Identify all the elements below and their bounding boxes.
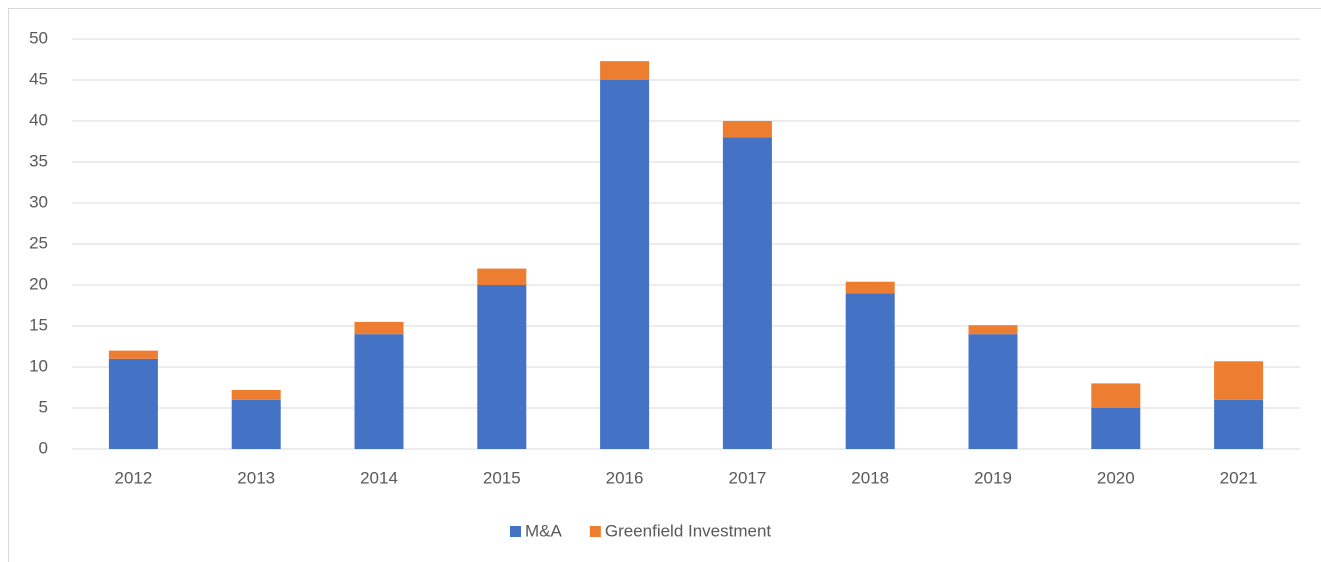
bar-segment bbox=[1091, 383, 1141, 408]
bar-segment bbox=[231, 399, 281, 449]
bar-segment bbox=[477, 268, 527, 285]
bar-segment bbox=[722, 137, 772, 449]
y-tick-label: 40 bbox=[29, 110, 48, 129]
y-tick-label: 35 bbox=[29, 151, 48, 170]
bar-segment bbox=[845, 293, 895, 449]
legend-label: Greenfield Investment bbox=[605, 521, 772, 540]
x-tick-label: 2014 bbox=[360, 468, 398, 487]
y-tick-label: 20 bbox=[29, 274, 48, 293]
chart-border bbox=[8, 8, 1321, 562]
bar-segment bbox=[968, 334, 1018, 449]
y-tick-label: 45 bbox=[29, 69, 48, 88]
x-tick-label: 2015 bbox=[483, 468, 521, 487]
legend-label: M&A bbox=[525, 521, 563, 540]
y-tick-label: 15 bbox=[29, 315, 48, 334]
bar-segment bbox=[600, 80, 650, 449]
bar-segment bbox=[108, 350, 158, 359]
bar-segment bbox=[1091, 408, 1141, 449]
bar-segment bbox=[477, 285, 527, 449]
bar-segment bbox=[1214, 361, 1264, 400]
bar-segment bbox=[968, 325, 1018, 335]
x-tick-label: 2021 bbox=[1220, 468, 1258, 487]
y-tick-label: 10 bbox=[29, 356, 48, 375]
bar-segment bbox=[354, 334, 404, 449]
x-tick-label: 2019 bbox=[974, 468, 1012, 487]
y-tick-label: 25 bbox=[29, 233, 48, 252]
x-tick-label: 2020 bbox=[1097, 468, 1135, 487]
bar-segment bbox=[354, 321, 404, 335]
x-tick-label: 2012 bbox=[114, 468, 152, 487]
bar-segment bbox=[600, 61, 650, 80]
y-tick-label: 50 bbox=[29, 28, 48, 47]
legend-swatch bbox=[510, 526, 521, 537]
y-tick-label: 0 bbox=[39, 438, 48, 457]
y-tick-label: 30 bbox=[29, 192, 48, 211]
bar-segment bbox=[845, 281, 895, 294]
bar-segment bbox=[108, 358, 158, 449]
x-tick-label: 2017 bbox=[728, 468, 766, 487]
x-tick-label: 2013 bbox=[237, 468, 275, 487]
x-tick-label: 2016 bbox=[606, 468, 644, 487]
legend-swatch bbox=[589, 526, 601, 537]
bar-segment bbox=[231, 389, 281, 400]
x-tick-label: 2018 bbox=[851, 468, 889, 487]
bar-segment bbox=[722, 121, 772, 138]
bar-segment bbox=[1214, 399, 1264, 449]
y-tick-label: 5 bbox=[39, 397, 48, 416]
